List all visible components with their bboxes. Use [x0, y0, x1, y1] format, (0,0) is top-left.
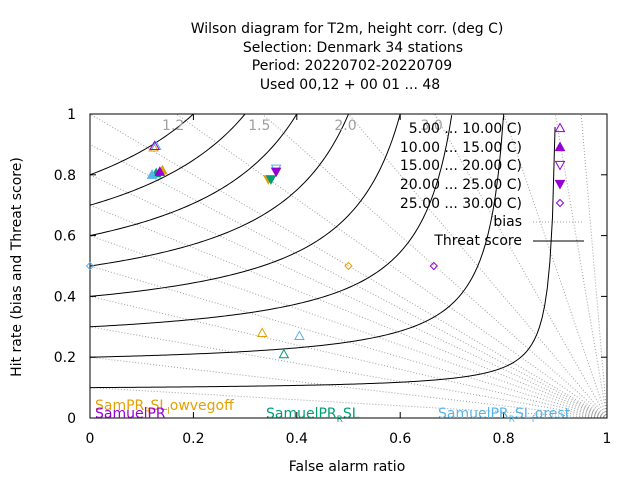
- x-tick-label: 0: [86, 431, 95, 447]
- data-point-samuelpr-slforest: [294, 330, 305, 341]
- bias-label: 1.5: [248, 118, 270, 134]
- y-tick-label: 0.2: [54, 350, 76, 366]
- bias-line-7: [90, 174, 607, 418]
- annotation-samprsl-lowvegoff-sub2: l: [167, 407, 170, 417]
- y-axis-label: Hit rate (bias and Threat score): [9, 157, 25, 377]
- legend-label-series-1: 5.00 ... 10.00 C): [409, 121, 522, 137]
- bias-lines: [90, 114, 607, 418]
- title-line-4: Used 00,12 + 00 01 ... 48: [260, 77, 440, 93]
- bias-line-6: [90, 204, 607, 418]
- bias-line-12: [348, 114, 607, 418]
- annotation-samprsl-lowvegoff-base: SamPR: [95, 398, 145, 414]
- annotation-samuelpr-slforest-rest: SL: [515, 406, 532, 422]
- annotation-samuelpr-slforest: SamuelPRRSLforest: [438, 406, 571, 425]
- bias-line-13: [434, 114, 607, 418]
- data-point-series-5: [429, 261, 439, 271]
- threat-curve-6: [90, 114, 246, 206]
- legend-markers: [554, 122, 566, 208]
- y-tick-label: 0.6: [54, 229, 76, 245]
- y-tick-label: 0.8: [54, 168, 76, 184]
- legend-label-threat: Threat score: [433, 233, 522, 249]
- title-line-2: Selection: Denmark 34 stations: [243, 40, 463, 56]
- x-tick-label: 0.2: [182, 431, 204, 447]
- annotation-samuelpr-sl-base: SamuelPR: [266, 406, 337, 422]
- x-axis-label: False alarm ratio: [289, 459, 406, 475]
- annotation-samuelpr-slforest-sub2: f: [532, 415, 536, 425]
- data-point-series-2: [154, 166, 166, 176]
- bias-line-15: [554, 114, 607, 418]
- threat-curve-4: [90, 114, 350, 267]
- threat-curve-0: [90, 127, 556, 389]
- annotation-samprsl-lowvegoff-rest: SL: [151, 398, 168, 414]
- data-points: [85, 140, 439, 359]
- legend-marker-5: [555, 198, 565, 208]
- model-annotations: SamPRRSLlowvegoff SamuelPR SamuelPRRSL S…: [95, 398, 571, 425]
- threat-curve-5: [90, 114, 298, 237]
- data-point-samuelpr-sl: [265, 175, 277, 185]
- annotation-samuelpr: SamuelPR: [95, 406, 166, 422]
- annotation-samprsl-lowvegoff-sub: R: [144, 407, 150, 417]
- bias-label: 3.0: [421, 118, 443, 134]
- annotation-samuelpr-sl: SamuelPRRSL: [266, 406, 360, 425]
- plot-frame: [89, 113, 608, 419]
- threat-curve-7: [90, 114, 195, 176]
- y-tick-label: 0: [67, 411, 76, 427]
- threat-curve-2: [90, 115, 453, 328]
- legend-marker-3: [554, 160, 566, 171]
- annotation-samprsl-lowvegoff: SamPRRSLlowvegoff: [95, 398, 234, 417]
- y-tick-label: 1: [67, 107, 76, 123]
- annotation-samuelpr-slforest-base: SamuelPR: [438, 406, 509, 422]
- legend-label-bias: bias: [493, 214, 522, 230]
- legend-label-series-3: 15.00 ... 20.00 C): [400, 158, 522, 174]
- bias-labels: 1.2 1.5 2.0 3.0: [162, 118, 443, 134]
- threat-score-curves: [90, 114, 556, 389]
- bias-line-14: [503, 114, 607, 418]
- y-tick-label: 0.4: [54, 289, 76, 305]
- bias-line-8: [90, 143, 607, 418]
- axis-ticks: 0 0.2 0.4 0.6 0.8 1 0 0.2 0.4 0.6 0.8 1: [54, 107, 612, 447]
- title-line-3: Period: 20220702-20220709: [252, 58, 452, 74]
- bias-line-9: [90, 114, 607, 418]
- annotation-samprsl-lowvegoff-rest2: owvegoff: [170, 398, 234, 414]
- bias-line-0: [90, 387, 607, 418]
- bias-line-10: [175, 114, 607, 418]
- data-point-samuelpr-slforest: [146, 169, 158, 179]
- data-point-samuelpr-sl: [278, 348, 290, 359]
- annotation-samuelpr-sl-rest: SL: [343, 406, 360, 422]
- legend-label-series-2: 10.00 ... 15.00 C): [400, 140, 522, 156]
- legend: 5.00 ... 10.00 C) 10.00 ... 15.00 C) 15.…: [400, 121, 584, 249]
- data-point-sampr-sl-lowvegoff: [344, 261, 353, 271]
- x-tick-label: 0.8: [492, 431, 514, 447]
- legend-label-series-4: 20.00 ... 25.00 C): [400, 177, 522, 193]
- bias-label: 1.2: [162, 118, 184, 134]
- x-tick-label: 0.6: [389, 431, 411, 447]
- annotation-samuelpr-slforest-rest2: orest: [535, 406, 571, 422]
- legend-marker-4: [554, 179, 566, 190]
- annotation-samuelpr-sl-sub: R: [337, 415, 343, 425]
- threat-curve-1: [90, 116, 504, 358]
- legend-label-series-5: 25.00 ... 30.00 C): [400, 196, 522, 212]
- bias-line-3: [90, 295, 607, 418]
- data-point-sampr-sl-lowvegoff: [256, 327, 268, 337]
- chart-title: Wilson diagram for T2m, height corr. (de…: [191, 21, 504, 93]
- data-point-samuelpr-slforest: [85, 261, 95, 271]
- data-point-series-4: [270, 167, 282, 178]
- threat-curve-3: [90, 114, 401, 297]
- bias-line-5: [90, 235, 607, 418]
- x-tick-label: 1: [603, 431, 612, 447]
- bias-line-2: [90, 326, 607, 418]
- bias-line-16: [580, 114, 607, 418]
- legend-marker-2: [554, 141, 566, 152]
- title-line-1: Wilson diagram for T2m, height corr. (de…: [191, 21, 504, 37]
- annotation-samuelpr-slforest-sub: R: [509, 415, 515, 425]
- data-point-series-1: [149, 140, 160, 151]
- bias-label: 2.0: [334, 118, 356, 134]
- x-tick-label: 0.4: [286, 431, 308, 447]
- legend-marker-1: [554, 122, 566, 133]
